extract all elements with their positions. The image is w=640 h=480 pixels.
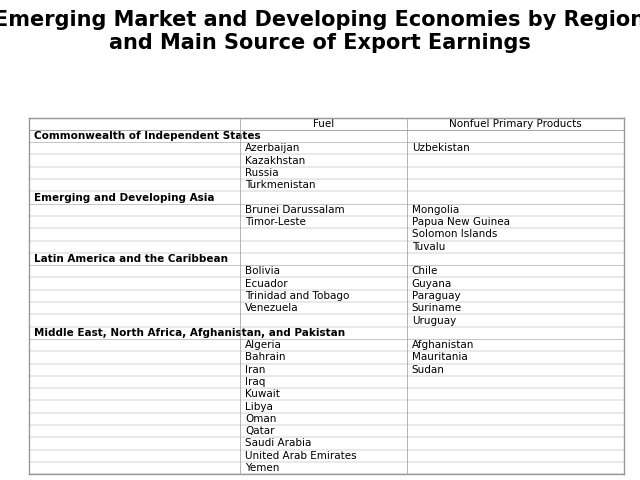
Text: Qatar: Qatar: [245, 426, 275, 436]
Text: Azerbaijan: Azerbaijan: [245, 144, 301, 153]
Text: Commonwealth of Independent States: Commonwealth of Independent States: [34, 131, 260, 141]
Text: Tuvalu: Tuvalu: [412, 242, 445, 252]
Text: Solomon Islands: Solomon Islands: [412, 229, 497, 240]
Text: Suriname: Suriname: [412, 303, 462, 313]
Text: Middle East, North Africa, Afghanistan, and Pakistan: Middle East, North Africa, Afghanistan, …: [34, 328, 345, 338]
Text: Fuel: Fuel: [313, 119, 334, 129]
Text: Kuwait: Kuwait: [245, 389, 280, 399]
Text: Oman: Oman: [245, 414, 276, 424]
Text: Yemen: Yemen: [245, 463, 280, 473]
Text: Afghanistan: Afghanistan: [412, 340, 474, 350]
Text: Chile: Chile: [412, 266, 438, 276]
Text: Kazakhstan: Kazakhstan: [245, 156, 305, 166]
Text: Russia: Russia: [245, 168, 279, 178]
Text: Bahrain: Bahrain: [245, 352, 285, 362]
Text: Uruguay: Uruguay: [412, 315, 456, 325]
Text: Emerging and Developing Asia: Emerging and Developing Asia: [34, 192, 214, 203]
Text: United Arab Emirates: United Arab Emirates: [245, 451, 357, 461]
Text: Nonfuel Primary Products: Nonfuel Primary Products: [449, 119, 582, 129]
Text: Paraguay: Paraguay: [412, 291, 461, 301]
Text: Libya: Libya: [245, 402, 273, 412]
Text: Mongolia: Mongolia: [412, 205, 459, 215]
Text: Saudi Arabia: Saudi Arabia: [245, 439, 312, 448]
Text: Ecuador: Ecuador: [245, 278, 288, 288]
Text: Emerging Market and Developing Economies by Region
and Main Source of Export Ear: Emerging Market and Developing Economies…: [0, 10, 640, 53]
Text: Algeria: Algeria: [245, 340, 282, 350]
Text: Brunei Darussalam: Brunei Darussalam: [245, 205, 345, 215]
Text: Timor-Leste: Timor-Leste: [245, 217, 306, 227]
Text: Turkmenistan: Turkmenistan: [245, 180, 316, 190]
Text: Mauritania: Mauritania: [412, 352, 468, 362]
Text: Papua New Guinea: Papua New Guinea: [412, 217, 510, 227]
Text: Iran: Iran: [245, 365, 266, 375]
Text: Iraq: Iraq: [245, 377, 266, 387]
Text: Latin America and the Caribbean: Latin America and the Caribbean: [34, 254, 228, 264]
Text: Guyana: Guyana: [412, 278, 452, 288]
Text: Bolivia: Bolivia: [245, 266, 280, 276]
Text: Trinidad and Tobago: Trinidad and Tobago: [245, 291, 349, 301]
Text: Venezuela: Venezuela: [245, 303, 299, 313]
Text: Sudan: Sudan: [412, 365, 445, 375]
Text: Uzbekistan: Uzbekistan: [412, 144, 470, 153]
